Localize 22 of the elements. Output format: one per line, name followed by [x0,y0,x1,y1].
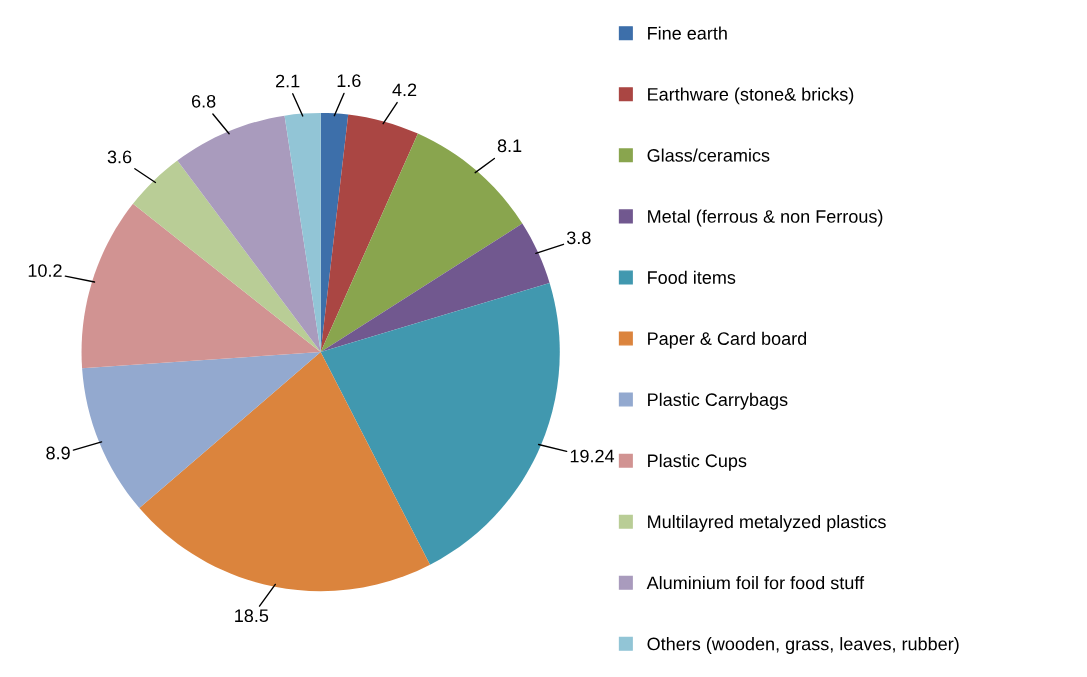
legend-label: Fine earth [648,26,727,40]
legend-label: Metal (ferrous & non Ferrous) [648,209,883,227]
legend-label: Plastic Carrybags [648,392,788,410]
legend-label: Food items [648,270,736,284]
legend-label: Glass/ceramics [647,148,770,162]
data-label: 1.6 [337,74,361,88]
legend-label: Earthware (stone& bricks) [648,87,854,105]
legend-label: Paper & Card board [648,331,807,349]
data-label: 3.6 [107,150,132,164]
data-label: 8.1 [497,139,522,153]
data-label: 19.24 [570,449,615,463]
legend-label: Plastic Cups [648,453,747,471]
data-label: 6.8 [191,94,216,108]
legend-label: Others (wooden, grass, leaves, rubber) [647,637,959,654]
legend-label: Aluminium foil for food stuff [646,576,865,590]
data-label: 2.1 [276,74,300,88]
data-label: 8.9 [46,446,70,460]
data-label: 4.2 [392,83,417,97]
data-label: 3.8 [566,231,591,245]
legend-label: Multilayred metalyzed plastics [648,514,886,532]
data-label: 10.2 [28,264,62,277]
data-label: 18.5 [235,609,269,623]
